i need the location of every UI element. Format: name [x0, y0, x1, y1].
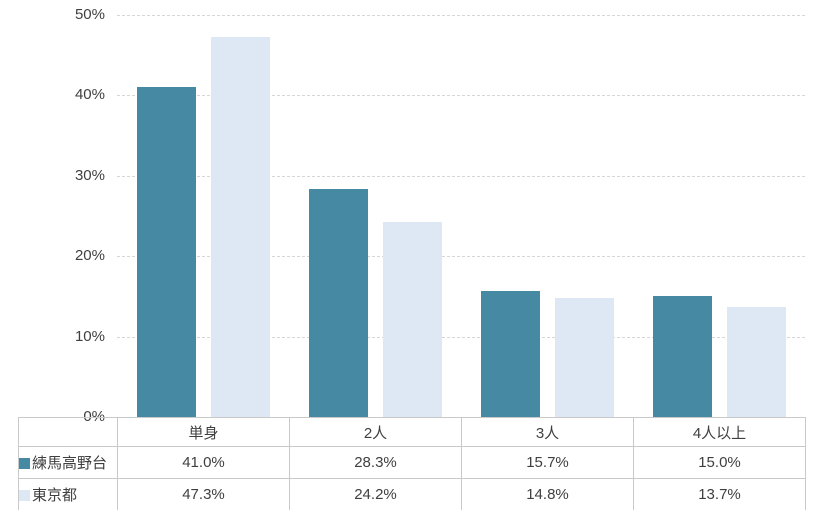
category-label: 2人	[289, 417, 462, 447]
value-cell: 14.8%	[461, 478, 634, 510]
legend-swatch-nerima-takanodai	[19, 458, 30, 469]
data-table: 単身 2人 3人 4人以上 練馬高野台 41.0% 28.3% 15.7% 15…	[18, 417, 806, 510]
gridline	[117, 337, 805, 338]
gridline	[117, 15, 805, 16]
gridline	[117, 176, 805, 177]
legend-swatch-tokyo	[19, 490, 30, 501]
bar-series0-2人	[309, 189, 368, 417]
value-cell: 15.7%	[461, 446, 634, 479]
bar-series0-3人	[481, 291, 540, 417]
value-cell: 41.0%	[117, 446, 290, 479]
series-name-label: 練馬高野台	[32, 455, 108, 472]
y-axis-tick-label: 50%	[74, 6, 105, 23]
bar-series1-4人以上	[727, 307, 786, 417]
category-label: 単身	[117, 417, 290, 447]
gridline	[117, 256, 805, 257]
bar-series1-単身	[211, 37, 270, 417]
bar-series1-3人	[555, 298, 614, 417]
value-cell: 28.3%	[289, 446, 462, 479]
series-name-label: 東京都	[32, 487, 78, 504]
y-axis-tick-label: 30%	[74, 167, 105, 184]
series-header: 東京都	[18, 478, 118, 510]
y-axis-tick-label: 10%	[74, 328, 105, 345]
y-axis-tick-label: 20%	[74, 247, 105, 264]
value-cell: 15.0%	[633, 446, 806, 479]
gridline	[117, 95, 805, 96]
bar-series0-単身	[137, 87, 196, 417]
series-row-nerima-takanodai: 練馬高野台 41.0% 28.3% 15.7% 15.0%	[18, 446, 806, 479]
series-header: 練馬高野台	[18, 446, 118, 479]
value-cell: 24.2%	[289, 478, 462, 510]
value-cell: 13.7%	[633, 478, 806, 510]
bar-series1-2人	[383, 222, 442, 417]
category-label: 4人以上	[633, 417, 806, 447]
series-row-tokyo: 東京都 47.3% 24.2% 14.8% 13.7%	[18, 478, 806, 510]
bar-series0-4人以上	[653, 296, 712, 417]
table-corner-cell	[18, 417, 118, 447]
value-cell: 47.3%	[117, 478, 290, 510]
category-header-row: 単身 2人 3人 4人以上	[18, 417, 806, 447]
y-axis-tick-label: 40%	[74, 86, 105, 103]
category-label: 3人	[461, 417, 634, 447]
